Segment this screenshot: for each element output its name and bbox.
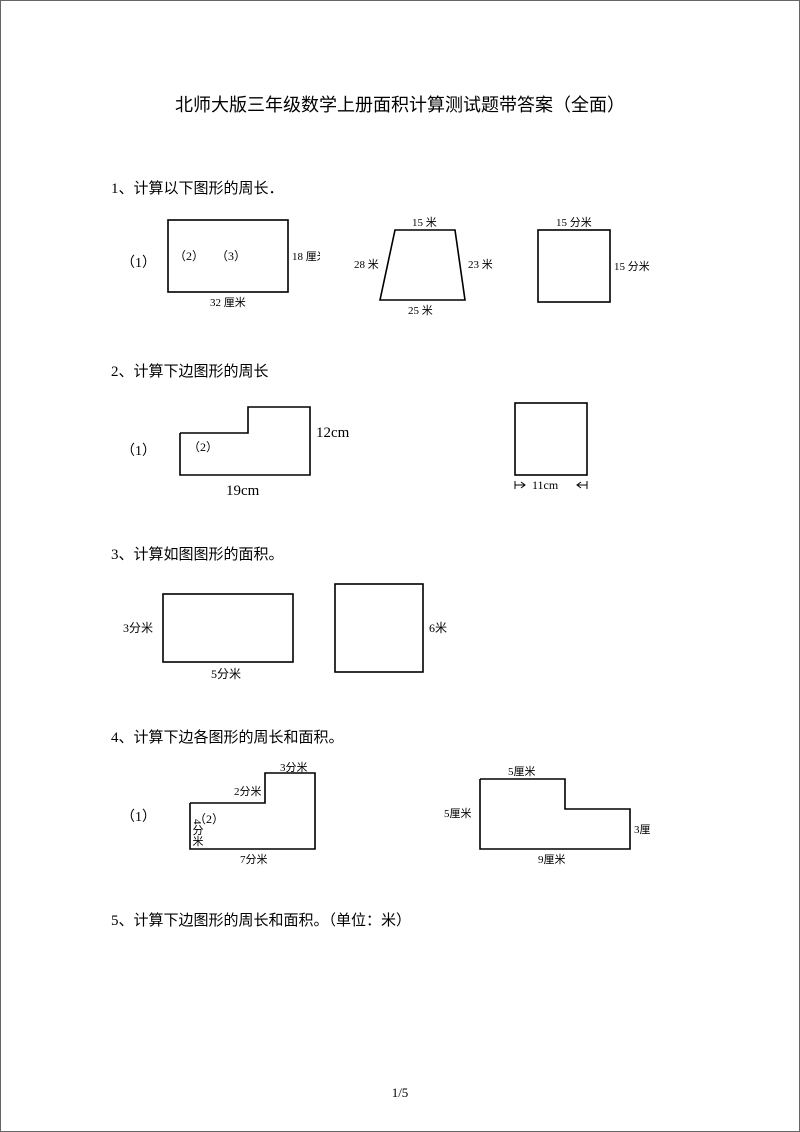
question-1-text: 1、计算以下图形的周长．	[111, 177, 689, 198]
q3-fig2: 6米	[327, 578, 467, 688]
q1-fig3-wrap: 15 分米 15 分米	[530, 212, 660, 312]
q1-fig2-left: 28 米	[354, 258, 379, 271]
q1-figures: （1） （2） （3） 18 厘米 32 厘米 15 米 28 米 23 米 2…	[121, 212, 689, 322]
q4-fig2-wrap: 5厘米 5厘米 3厘米 9厘米	[440, 761, 650, 871]
q1-fig1-right: 18 厘米	[292, 250, 320, 263]
question-5-text: 5、计算下边图形的周长和面积。（单位：米）	[111, 909, 689, 930]
q4-num-1: （1）	[121, 806, 156, 826]
q4-fig1-top: 3分米	[280, 761, 308, 774]
q1-fig3: 15 分米 15 分米	[530, 212, 660, 312]
q4-fig1-left: 4分米	[191, 819, 204, 847]
q2-fig2: 11cm	[490, 395, 620, 505]
q3-fig1: 3分米 5分米	[121, 578, 311, 688]
q3-fig1-left: 3分米	[123, 621, 153, 635]
q3-fig1-wrap: 3分米 5分米	[121, 578, 311, 688]
q2-fig2-wrap: 11cm	[490, 395, 620, 505]
page-number: 1/5	[1, 1085, 799, 1101]
q1-fig2-bottom: 25 米	[408, 304, 433, 317]
question-4-text: 4、计算下边各图形的周长和面积。	[111, 726, 689, 747]
q1-fig1-bottom: 32 厘米	[210, 296, 246, 309]
q4-fig2-bottom: 9厘米	[538, 853, 566, 866]
question-2-text: 2、计算下边图形的周长	[111, 360, 689, 381]
q4-figures: （1） （2） 3分米 2分米 4分米 7分米 5厘米 5厘米 3厘米 9厘米	[121, 761, 689, 871]
q1-fig3-right: 15 分米	[614, 260, 650, 273]
q3-fig2-wrap: 6米	[327, 578, 467, 688]
q4-fig1-bottom: 7分米	[240, 853, 268, 866]
q4-fig2-left: 5厘米	[444, 807, 472, 820]
q3-figures: 3分米 5分米 6米	[121, 578, 689, 688]
q4-fig2-top: 5厘米	[508, 765, 536, 778]
q2-num-1: （1）	[121, 440, 156, 460]
q3-fig2-right: 6米	[429, 621, 447, 635]
q1-num-1: （1）	[121, 252, 156, 272]
q4-fig2-right: 3厘米	[634, 823, 650, 836]
q1-num-2: （2）	[174, 249, 204, 263]
question-3-text: 3、计算如图图形的面积。	[111, 543, 689, 564]
q2-num-2: （2）	[188, 440, 218, 454]
q2-fig1-wrap: （1） （2） 12cm 19cm	[121, 395, 360, 505]
page-title: 北师大版三年级数学上册面积计算测试题带答案（全面）	[111, 91, 689, 117]
q4-fig1: （2） 3分米 2分米 4分米 7分米	[160, 761, 350, 871]
q1-num-3: （3）	[216, 249, 246, 263]
q1-fig2: 15 米 28 米 23 米 25 米	[350, 212, 500, 322]
q1-fig3-top: 15 分米	[556, 216, 592, 229]
q3-fig1-bottom: 5分米	[211, 667, 241, 681]
q2-fig1: （2） 12cm 19cm	[160, 395, 360, 505]
q1-fig2-right: 23 米	[468, 258, 493, 271]
q1-fig1-wrap: （1） （2） （3） 18 厘米 32 厘米	[121, 212, 320, 312]
q1-fig2-wrap: 15 米 28 米 23 米 25 米	[350, 212, 500, 322]
q2-fig1-right: 12cm	[316, 425, 350, 441]
q2-figures: （1） （2） 12cm 19cm 11cm	[121, 395, 689, 505]
q4-fig1-wrap: （1） （2） 3分米 2分米 4分米 7分米	[121, 761, 350, 871]
q4-fig1-step: 2分米	[234, 785, 262, 798]
q2-fig1-bottom: 19cm	[226, 483, 260, 499]
q2-fig2-bottom: 11cm	[532, 478, 559, 492]
q1-fig2-top: 15 米	[412, 216, 437, 229]
page: 北师大版三年级数学上册面积计算测试题带答案（全面） 1、计算以下图形的周长． （…	[0, 0, 800, 1132]
q4-fig2: 5厘米 5厘米 3厘米 9厘米	[440, 761, 650, 871]
q1-fig1: （2） （3） 18 厘米 32 厘米	[160, 212, 320, 312]
